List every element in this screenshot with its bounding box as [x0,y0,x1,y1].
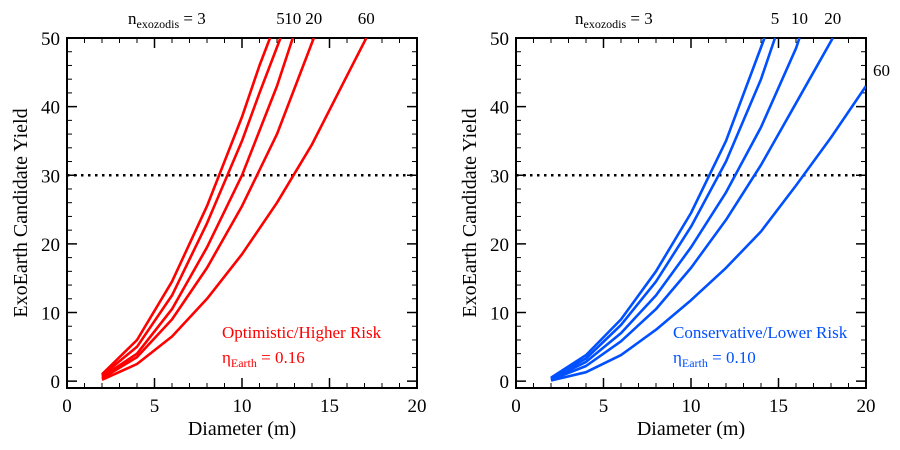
header-series-label-20: 20 [305,9,322,28]
y-tick-label: 0 [500,372,510,393]
annotation-eta-label: ηEarth = 0.10 [673,348,756,370]
header-label: nexozodis = 3 [128,9,206,31]
x-tick-label: 0 [511,396,521,417]
y-axis-title: ExoEarth Candidate Yield [10,108,32,317]
header-series-label-3: 3 [197,9,206,28]
x-tick-label: 10 [233,396,252,417]
eta-value: = 0.16 [257,348,305,367]
eta-symbol: η [222,348,231,367]
y-tick-label: 30 [490,166,509,187]
series-line-3 [550,38,766,379]
y-tick-label: 40 [490,98,509,119]
eta-symbol: η [673,348,682,367]
x-tick-label: 0 [62,396,72,417]
series-line-10 [550,38,801,381]
series-line-5 [550,38,777,380]
header-subscript: exozodis [137,17,180,31]
header-series-label-5: 5 [771,9,780,28]
eta-value: = 0.10 [708,348,756,367]
series-line-60 [101,38,368,381]
y-axis-title: ExoEarth Candidate Yield [459,108,481,317]
header-equals: = [179,9,197,28]
x-tick-label: 20 [857,396,876,417]
annotation-eta-label: ηEarth = 0.16 [222,348,305,370]
header-prefix: n [575,9,584,28]
header-equals: = [626,9,644,28]
x-tick-label: 5 [599,396,609,417]
header-series-label-20: 20 [824,9,841,28]
x-tick-label: 20 [408,396,427,417]
series-line-60 [550,85,866,382]
header-series-label-5: 5 [276,9,285,28]
header-subscript: exozodis [584,17,627,31]
x-tick-label: 10 [682,396,701,417]
header-prefix: n [128,9,137,28]
y-tick-label: 40 [41,98,60,119]
annotation-risk-label: Optimistic/Higher Risk [222,323,382,342]
y-tick-label: 0 [51,372,61,393]
header-series-label-60: 60 [358,9,375,28]
x-tick-label: 5 [150,396,160,417]
y-tick-label: 10 [41,304,60,325]
header-series-label-10: 10 [284,9,301,28]
series-line-10 [101,38,295,379]
x-tick-label: 15 [769,396,788,417]
header-label: nexozodis = 3 [575,9,653,31]
header-series-label-10: 10 [791,9,808,28]
chart-panel-right: 0 5 10 15 20 0 10 20 30 40 50 Diameter (m) ExoEarth … [459,9,890,440]
series-line-20 [550,38,834,382]
series-line-20 [101,38,316,380]
y-tick-label: 50 [490,29,509,50]
eta-subscript: Earth [682,356,708,370]
header-series-label-3: 3 [644,9,653,28]
x-axis-title: Diameter (m) [188,418,296,440]
series-line-5 [101,38,282,377]
y-tick-label: 10 [490,304,509,325]
y-tick-label: 20 [41,235,60,256]
series-line-3 [101,38,272,376]
side-series-label-60: 60 [873,61,890,80]
y-tick-label: 50 [41,29,60,50]
eta-subscript: Earth [231,356,257,370]
y-tick-label: 20 [490,235,509,256]
annotation-risk-label: Conservative/Lower Risk [673,323,848,342]
x-axis-title: Diameter (m) [637,418,745,440]
x-tick-label: 15 [320,396,339,417]
y-tick-label: 30 [41,166,60,187]
